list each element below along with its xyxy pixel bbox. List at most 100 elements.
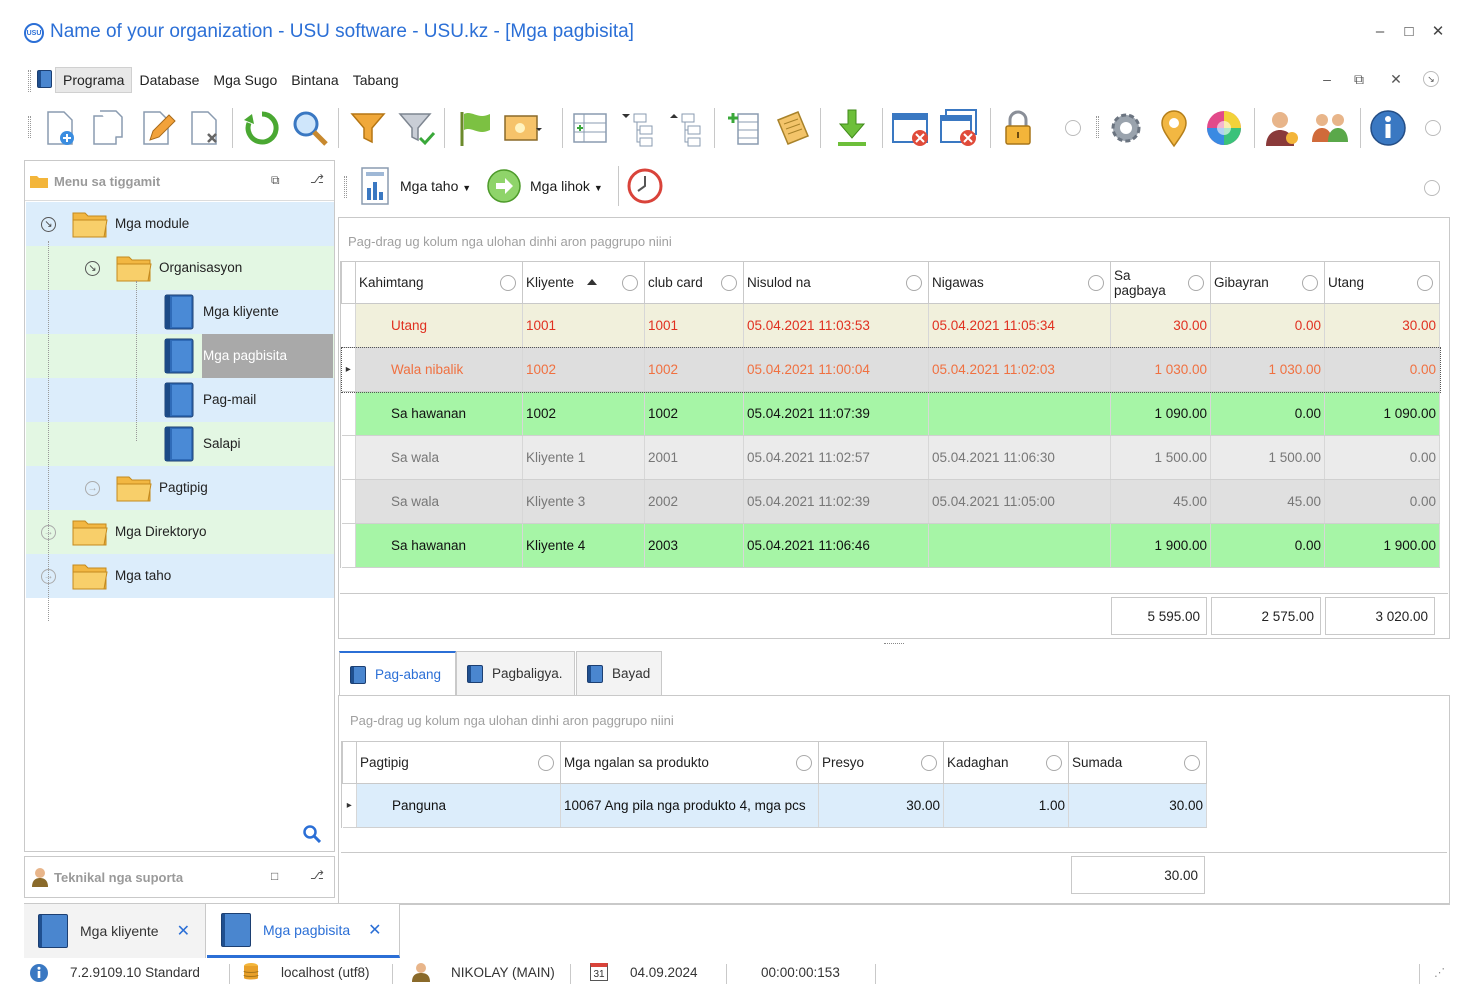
tree-item[interactable]: ↘ Mga module [26, 202, 334, 246]
row-indicator[interactable] [341, 391, 356, 436]
tab-bayad[interactable]: Bayad [576, 651, 662, 695]
menubar-grip[interactable] [28, 70, 31, 92]
download-icon[interactable] [832, 108, 872, 148]
panel-pin-button[interactable]: ⎇ [310, 172, 324, 186]
delete-icon[interactable] [184, 108, 224, 148]
menubar-options-icon[interactable]: ↘ [1423, 71, 1439, 87]
col-utang[interactable]: Utang [1324, 261, 1440, 304]
tab-pag-abang[interactable]: Pag-abang [339, 651, 456, 696]
toolbar-grip-2[interactable] [1096, 116, 1099, 138]
collapse-tree-icon[interactable] [618, 108, 658, 148]
tree-search-icon[interactable] [303, 825, 321, 843]
expand-icon[interactable]: → [85, 481, 100, 496]
tree-item[interactable]: Pag-mail [26, 378, 334, 422]
info-icon[interactable] [1368, 108, 1408, 148]
filter-icon[interactable] [1184, 755, 1200, 771]
columns-icon[interactable] [570, 108, 610, 148]
close-window-icon[interactable] [890, 108, 930, 148]
location-icon[interactable] [1154, 108, 1194, 148]
tree-item[interactable]: Mga kliyente [26, 290, 334, 334]
tech-panel-restore-button[interactable]: □ [271, 869, 279, 883]
col-nigawas[interactable]: Nigawas [928, 261, 1111, 304]
filter-settings-icon[interactable] [396, 108, 436, 148]
collapse-icon[interactable]: ↘ [85, 261, 100, 276]
actions-arrow-icon[interactable] [486, 168, 522, 204]
collapse-icon[interactable]: ↘ [41, 217, 56, 232]
clock-icon[interactable] [626, 167, 664, 205]
tree-item[interactable]: ↘ Organisasyon [26, 246, 334, 290]
panel-float-button[interactable]: ⧉ [271, 173, 280, 187]
doctab-close-icon[interactable]: ✕ [176, 923, 190, 940]
toolbar-options-icon[interactable] [1065, 120, 1081, 136]
search-icon[interactable] [290, 108, 330, 148]
image-icon[interactable] [502, 108, 542, 148]
menu-bintana[interactable]: Bintana [291, 72, 339, 88]
table-row[interactable]: Sa wala Kliyente 1 2001 05.04.2021 11:02:57… [341, 435, 1440, 480]
filter-icon[interactable] [921, 755, 937, 771]
col-kliyente[interactable]: Kliyente [522, 261, 645, 304]
filter-icon[interactable] [1046, 755, 1062, 771]
flag-icon[interactable] [454, 108, 494, 148]
row-indicator[interactable] [341, 303, 356, 348]
menu-mga-sugo[interactable]: Mga Sugo [213, 72, 278, 88]
row-indicator[interactable]: ▸ [342, 783, 357, 828]
maximize-button[interactable]: □ [1404, 23, 1414, 40]
tab-pagbaligya[interactable]: Pagbaligya. [456, 651, 575, 695]
actions-dropdown[interactable]: Mga lihok ▼ [530, 178, 603, 194]
user-icon[interactable] [1262, 108, 1302, 148]
table-row[interactable]: ▸ Panguna 10067 Ang pila nga produkto 4, m… [342, 783, 1207, 828]
report-icon[interactable] [360, 166, 390, 206]
filter-icon[interactable] [906, 275, 922, 291]
filter-icon[interactable] [348, 108, 388, 148]
toolbar-grip[interactable] [28, 116, 31, 138]
tree-item[interactable]: Salapi [26, 422, 334, 466]
menu-tabang[interactable]: Tabang [352, 72, 399, 88]
refresh-icon[interactable] [242, 108, 282, 148]
tech-panel-pin-button[interactable]: ⎇ [310, 868, 324, 882]
tree-item[interactable]: → Pagtipig [26, 466, 334, 510]
col-nisulod-na[interactable]: Nisulod na [743, 261, 929, 304]
toolbar-options-icon-2[interactable] [1425, 120, 1441, 136]
tree-item[interactable]: → Mga Direktoryo [26, 510, 334, 554]
tree-item[interactable]: Mga pagbisita [26, 334, 334, 378]
row-indicator[interactable] [341, 479, 356, 524]
filter-icon[interactable] [1188, 275, 1204, 291]
col-presyo[interactable]: Presyo [818, 741, 944, 784]
doctab-mga-kliyente[interactable]: Mga kliyente ✕ [24, 904, 206, 958]
filter-icon[interactable] [500, 275, 516, 291]
filter-icon[interactable] [622, 275, 638, 291]
filter-icon[interactable] [1088, 275, 1104, 291]
filter-icon[interactable] [1417, 275, 1433, 291]
add-column-icon[interactable] [724, 108, 764, 148]
row-indicator[interactable]: ▸ [341, 347, 356, 392]
table-row[interactable]: Sa wala Kliyente 3 2002 05.04.2021 11:02:39… [341, 479, 1440, 524]
col-kahimtang[interactable]: Kahimtang [355, 261, 523, 304]
lock-icon[interactable] [998, 108, 1038, 148]
minimize-button[interactable]: – [1375, 23, 1385, 40]
table-row[interactable]: Utang 1001 1001 05.04.2021 11:03:53 05.04.20… [341, 303, 1440, 348]
edit-icon[interactable] [136, 108, 176, 148]
doctab-mga-pagbisita[interactable]: Mga pagbisita ✕ [207, 904, 400, 958]
col-pagtipig[interactable]: Pagtipig [356, 741, 561, 784]
col-kadaghan[interactable]: Kadaghan [943, 741, 1069, 784]
users-icon[interactable] [1310, 108, 1350, 148]
expand-tree-icon[interactable] [666, 108, 706, 148]
row-indicator[interactable] [341, 523, 356, 568]
mdi-minimize-button[interactable]: – [1323, 71, 1331, 87]
mdi-restore-button[interactable]: ⧉ [1354, 71, 1364, 87]
col-club-card[interactable]: club card [644, 261, 744, 304]
reports-dropdown[interactable]: Mga taho ▼ [400, 178, 472, 194]
col-gibayran[interactable]: Gibayran [1210, 261, 1325, 304]
menu-programa[interactable]: Programa [55, 67, 133, 93]
menu-database[interactable]: Database [139, 72, 200, 88]
filter-icon[interactable] [721, 275, 737, 291]
col-mga-ngalan-sa-produkto[interactable]: Mga ngalan sa produkto [560, 741, 819, 784]
table-row[interactable]: ▸ Wala nibalik 1002 1002 05.04.2021 11:00:04… [340, 346, 1441, 393]
close-button[interactable]: ✕ [1431, 23, 1445, 40]
add-icon[interactable] [40, 108, 80, 148]
col-sumada[interactable]: Sumada [1068, 741, 1207, 784]
col-sa-pagbaya[interactable]: Sa pagbaya [1110, 261, 1211, 304]
color-wheel-icon[interactable] [1204, 108, 1244, 148]
subtoolbar-options-icon[interactable] [1424, 180, 1440, 196]
subtoolbar-grip[interactable] [344, 176, 347, 198]
